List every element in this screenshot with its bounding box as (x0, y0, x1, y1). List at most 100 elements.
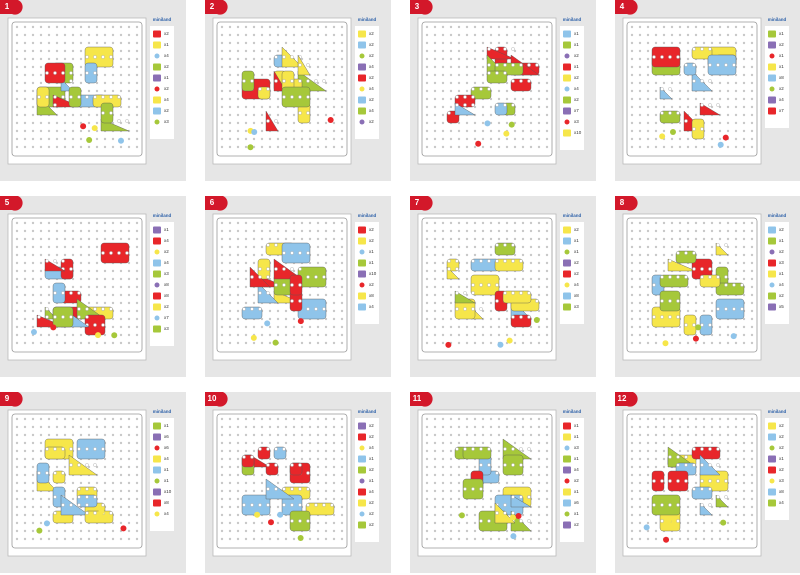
peg-hole (252, 489, 256, 493)
peg (306, 251, 310, 255)
peg-hole (236, 417, 240, 421)
peg-hole (433, 489, 437, 493)
peg (306, 487, 310, 491)
block-piece (707, 54, 737, 76)
peg-hole (119, 301, 123, 305)
peg-hole (505, 89, 509, 93)
peg (676, 55, 680, 59)
peg-hole (521, 253, 525, 257)
peg (266, 275, 270, 279)
peg (668, 315, 672, 319)
peg-hole (324, 473, 328, 477)
peg-hole (630, 341, 634, 345)
peg (487, 283, 491, 287)
legend-count: x3 (779, 260, 784, 265)
peg-hole (441, 129, 445, 133)
peg-hole (308, 145, 312, 149)
peg-hole (15, 221, 19, 225)
peg-hole (742, 433, 746, 437)
peg (503, 463, 507, 467)
peg-hole (236, 521, 240, 525)
peg-hole (537, 529, 541, 533)
peg (282, 283, 286, 287)
peg-hole (47, 293, 51, 297)
peg-hole (433, 221, 437, 225)
brand-logo: miniland (563, 409, 582, 414)
peg-hole (127, 33, 131, 37)
peg-hole (481, 73, 485, 77)
peg-hole (119, 293, 123, 297)
peg-hole (268, 309, 272, 313)
peg (77, 307, 81, 311)
peg-hole (441, 433, 445, 437)
peg-hole (220, 245, 224, 249)
legend-count: x4 (369, 64, 374, 69)
peg-hole (324, 481, 328, 485)
peg-hole (545, 505, 549, 509)
peg-hole (537, 449, 541, 453)
peg-hole (537, 441, 541, 445)
peg (298, 111, 302, 115)
legend-count: x4 (369, 304, 374, 309)
peg-hole (734, 33, 738, 37)
peg-hole (710, 293, 714, 297)
peg-hole (521, 277, 525, 281)
brand-logo: miniland (153, 17, 172, 22)
peg-hole (316, 145, 320, 149)
peg-hole (473, 465, 477, 469)
peg-hole (324, 529, 328, 533)
peg-hole (244, 341, 248, 345)
peg-hole (750, 301, 754, 305)
peg (290, 519, 294, 523)
peg-hole (260, 441, 264, 445)
peg-hole (497, 417, 501, 421)
peg-hole (63, 417, 67, 421)
peg-hole (457, 473, 461, 477)
round-peg (254, 511, 261, 518)
peg-hole (87, 465, 91, 469)
peg (53, 495, 57, 499)
peg (700, 463, 704, 467)
peg-hole (433, 441, 437, 445)
peg-hole (95, 465, 99, 469)
peg-hole (95, 285, 99, 289)
legend-count: x2 (369, 31, 374, 36)
peg-hole (111, 441, 115, 445)
peg-hole (228, 121, 232, 125)
legend-icon (769, 478, 775, 484)
peg-hole (646, 497, 650, 501)
peg-hole (276, 441, 280, 445)
peg-hole (23, 325, 27, 329)
legend-icon (564, 53, 570, 59)
peg-hole (276, 529, 280, 533)
peg (290, 95, 294, 99)
brand-logo: miniland (358, 409, 377, 414)
peg-hole (686, 145, 690, 149)
round-peg (659, 133, 666, 140)
peg-hole (236, 237, 240, 241)
peg-hole (425, 33, 429, 37)
peg-hole (537, 333, 541, 337)
peg-hole (220, 489, 224, 493)
peg-hole (316, 105, 320, 109)
peg-hole (119, 113, 123, 117)
peg (274, 487, 278, 491)
peg-hole (252, 137, 256, 141)
peg-hole (521, 229, 525, 233)
peg-hole (87, 481, 91, 485)
legend-icon (358, 30, 366, 38)
peg-hole (127, 73, 131, 77)
peg-hole (481, 57, 485, 61)
peg-hole (268, 73, 272, 77)
peg-hole (39, 513, 43, 517)
peg-hole (529, 129, 533, 133)
peg-hole (87, 341, 91, 345)
peg-hole (441, 221, 445, 225)
peg-hole (135, 49, 139, 53)
peg-hole (324, 113, 328, 117)
peg-hole (95, 425, 99, 429)
peg-hole (505, 97, 509, 101)
peg-hole (638, 505, 642, 509)
peg-hole (425, 253, 429, 257)
